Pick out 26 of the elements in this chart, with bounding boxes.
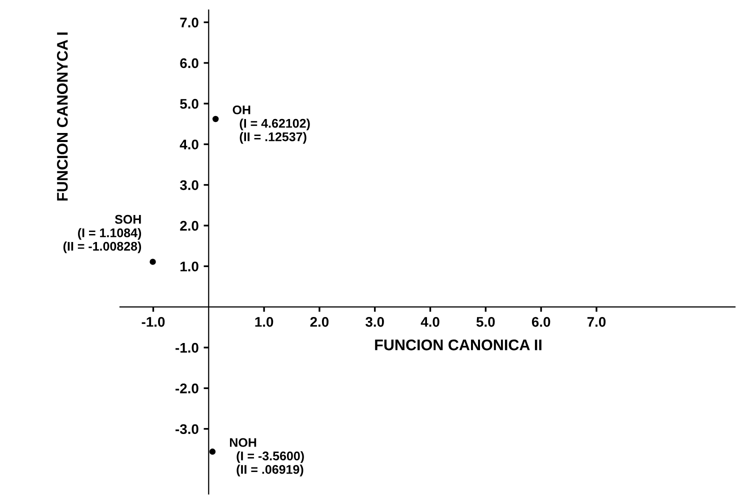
x-tick-label: 4.0: [420, 316, 440, 327]
annotation: OH (I = 4.62102) (II = .12537): [232, 105, 310, 144]
point: [150, 258, 156, 265]
x-tick-label: 3.0: [366, 316, 384, 327]
y-tick-label: -1.0: [176, 342, 198, 353]
x-tick-label: 1.0: [255, 316, 274, 327]
y-tick-label: -2.0: [176, 384, 198, 394]
x-tick-label: 2.0: [310, 316, 329, 327]
y-tick-label: 7.0: [180, 18, 198, 28]
x-axis-title: FUNCION CANONICA II: [375, 339, 542, 350]
x-tick-label: 7.0: [587, 316, 606, 327]
y-tick-label: -3.0: [176, 424, 198, 434]
y-tick-label: 1.0: [180, 262, 198, 272]
point: [212, 116, 219, 122]
x-tick-label: 6.0: [532, 316, 550, 327]
y-tick-label: 2.0: [180, 220, 198, 231]
annotation: NOH (I = -3.5600) (II = .06919): [230, 438, 304, 476]
y-axis-title: FUNCION CANONYCA I: [56, 32, 68, 201]
x-tick-label: 5.0: [476, 316, 495, 327]
x-tick-label: -1.0: [142, 316, 165, 327]
y-tick-label: 5.0: [180, 98, 198, 109]
annotation: SOH (I = 1.1084) (II = -1.00828): [63, 214, 142, 254]
point: [209, 448, 216, 455]
y-tick-label: 4.0: [180, 140, 198, 150]
y-tick-label: 3.0: [180, 180, 198, 190]
y-tick-label: 6.0: [180, 58, 198, 68]
